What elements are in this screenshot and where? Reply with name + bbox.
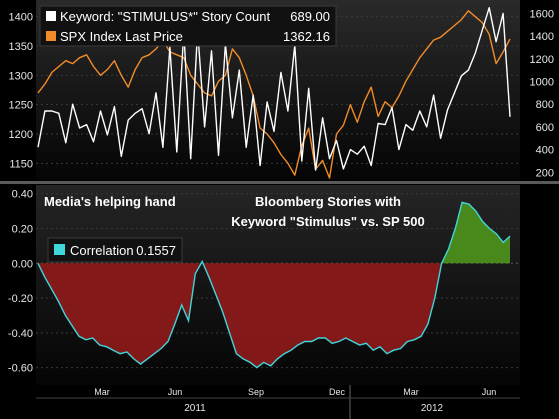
- top-right-axis: 200 400 600 800 1000 1200 1400 1600: [530, 8, 554, 179]
- legend-swatch-spx: [46, 31, 56, 41]
- right-axis-tick-label: 800: [536, 99, 554, 111]
- headline-line-1: Bloomberg Stories with: [255, 194, 401, 209]
- right-axis-tick-label: 1400: [530, 31, 554, 43]
- right-axis-tick-label: 400: [536, 145, 554, 157]
- x-axis-ticks: Mar Jun Sep Dec Mar Jun: [94, 387, 496, 397]
- correlation-legend-label: Correlation: [70, 243, 134, 258]
- x-axis-month-label: Dec: [329, 387, 346, 397]
- x-axis-band: [36, 385, 520, 419]
- right-axis-tick-label: 1200: [530, 54, 554, 66]
- bottom-axis-tick-label: 0.00: [12, 258, 33, 270]
- x-axis-month-label: Jun: [168, 387, 183, 397]
- legend-swatch-story-count: [46, 11, 56, 21]
- left-axis-tick-label: 1300: [9, 70, 33, 82]
- spx-price-line: [37, 10, 511, 179]
- left-axis-tick-label: 1200: [9, 129, 33, 141]
- right-axis-tick-label: 600: [536, 122, 554, 134]
- bottom-axis-tick-label: 0.20: [12, 223, 33, 235]
- correlation-legend: Correlation 0.1557: [47, 237, 183, 263]
- bottom-axis-tick-label: -0.40: [8, 328, 33, 340]
- left-axis-tick-label: 1250: [9, 100, 33, 112]
- top-left-axis: 1150 1200 1250 1300 1350 1400: [9, 12, 33, 171]
- left-axis-tick-label: 1400: [9, 12, 33, 24]
- top-legend: Keyword: "STIMULUS*" Story Count 689.00 …: [39, 5, 337, 47]
- correlation-legend-value: 0.1557: [136, 243, 176, 258]
- bottom-panel: 0.40 0.20 0.00 -0.20 -0.40 -0.60 Media's help…: [8, 185, 520, 385]
- top-legend-box: [39, 5, 337, 47]
- panel-separator: [0, 181, 559, 184]
- legend-label-spx: SPX Index Last Price: [60, 29, 183, 44]
- bottom-axis-tick-label: 0.40: [12, 189, 33, 201]
- left-axis-tick-label: 1350: [9, 41, 33, 53]
- correlation-legend-swatch: [54, 244, 65, 255]
- x-axis-month-label: Sep: [248, 387, 264, 397]
- x-axis: Mar Jun Sep Dec Mar Jun 2011 2012: [36, 385, 520, 419]
- top-series-layer: [37, 6, 511, 179]
- bottom-left-axis: 0.40 0.20 0.00 -0.20 -0.40 -0.60: [8, 189, 33, 375]
- correlation-positive-fill: [38, 202, 510, 264]
- bottom-axis-tick-label: -0.20: [8, 293, 33, 305]
- x-axis-month-label: Jun: [482, 387, 497, 397]
- top-panel: 1150 1200 1250 1300 1350 1400 200 400 600 800 100…: [9, 0, 554, 180]
- legend-value-spx: 1362.16: [283, 29, 330, 44]
- right-axis-tick-label: 1600: [530, 8, 554, 20]
- bottom-axis-tick-label: -0.60: [8, 363, 33, 375]
- x-axis-month-label: Mar: [403, 387, 419, 397]
- bottom-series-layer: [37, 201, 511, 369]
- legend-value-story-count: 689.00: [290, 9, 330, 24]
- right-axis-tick-label: 200: [536, 167, 554, 179]
- correlation-line: [37, 201, 511, 369]
- left-axis-tick-label: 1150: [9, 158, 33, 170]
- legend-label-story-count: Keyword: "STIMULUS*" Story Count: [60, 9, 270, 24]
- year-label-2012: 2012: [421, 403, 444, 414]
- headline-line-2: Keyword "Stimulus" vs. SP 500: [231, 214, 424, 229]
- panel-title: Media's helping hand: [44, 194, 176, 209]
- x-axis-month-label: Mar: [94, 387, 110, 397]
- story-count-line: [37, 6, 511, 171]
- year-label-2011: 2011: [184, 403, 206, 414]
- correlation-negative-fill: [38, 263, 510, 368]
- correlation-legend-box: [47, 237, 183, 263]
- right-axis-tick-label: 1000: [530, 76, 554, 88]
